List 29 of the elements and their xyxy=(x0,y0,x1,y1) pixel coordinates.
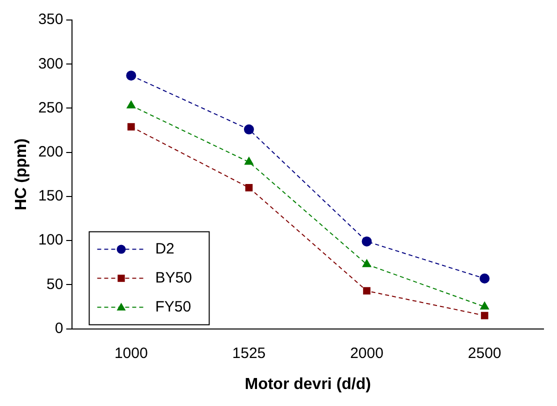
x-tick-label: 1525 xyxy=(232,344,266,362)
y-tick-label: 50 xyxy=(46,276,64,293)
point xyxy=(244,124,254,134)
point xyxy=(126,70,136,81)
point xyxy=(362,259,372,268)
x-tick-label: 2500 xyxy=(468,344,502,362)
point xyxy=(363,287,370,295)
point xyxy=(480,302,489,310)
y-tick-label: 100 xyxy=(38,232,64,249)
y-axis-title: HC (ppm) xyxy=(13,138,30,210)
legend-label: FY50 xyxy=(155,298,192,316)
legend-label: BY50 xyxy=(155,269,192,286)
y-tick-label: 150 xyxy=(38,188,64,205)
point xyxy=(245,184,253,192)
y-tick-label: 0 xyxy=(54,320,64,337)
legend-label: D2 xyxy=(155,240,174,258)
point xyxy=(362,236,372,246)
x-axis-title: Motor devri (d/d) xyxy=(244,376,371,393)
point xyxy=(244,157,254,165)
y-tick-label: 300 xyxy=(38,55,64,72)
point xyxy=(126,100,136,108)
x-tick-label: 2000 xyxy=(350,344,384,362)
y-tick-label: 250 xyxy=(38,99,64,116)
point xyxy=(480,274,490,284)
point xyxy=(480,312,488,320)
point xyxy=(127,123,135,130)
y-tick-label: 350 xyxy=(38,11,64,28)
x-tick-label: 1000 xyxy=(114,344,148,362)
y-tick-label: 200 xyxy=(38,143,64,160)
